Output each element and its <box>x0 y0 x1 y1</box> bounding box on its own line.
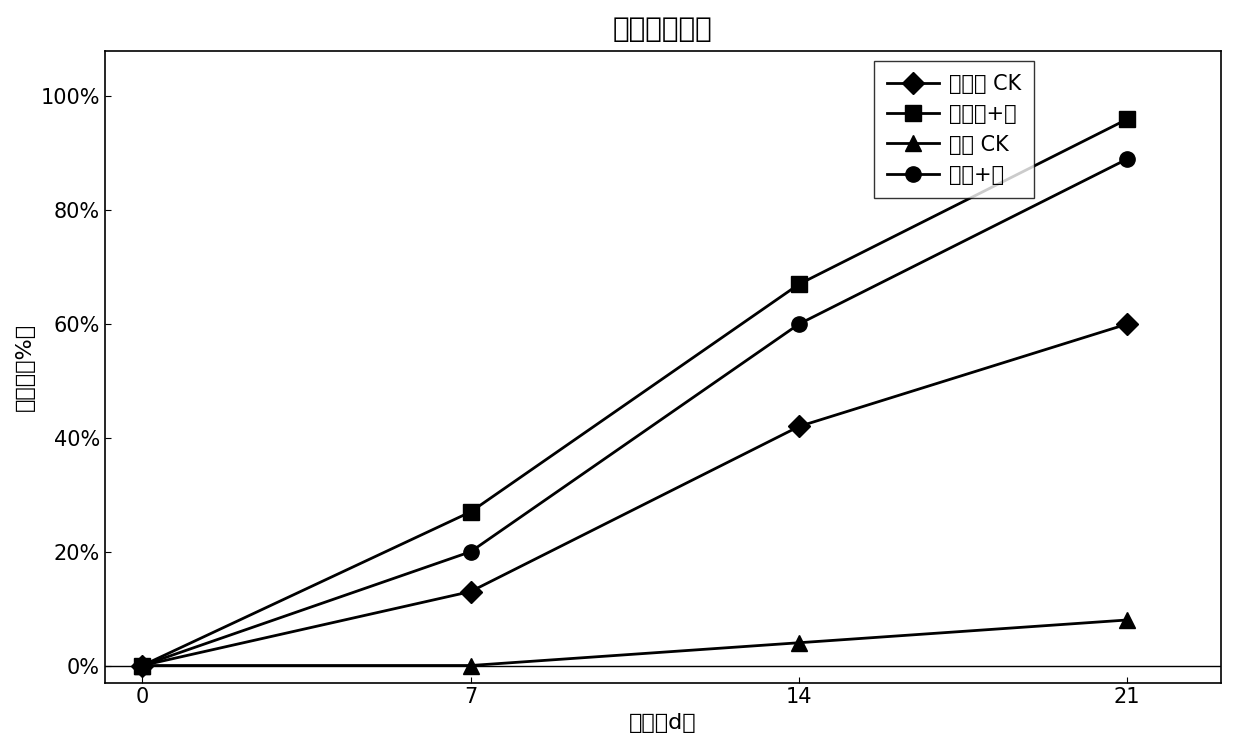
Line: 灭菌+菌: 灭菌+菌 <box>135 151 1135 673</box>
Line: 未灭菌 CK: 未灭菌 CK <box>135 316 1135 673</box>
未灭菌 CK <box>1120 319 1135 328</box>
灭菌 CK <box>135 661 150 670</box>
灭菌+菌 <box>464 548 478 557</box>
灭菌 CK <box>464 661 478 670</box>
Title: 土壤降解结果: 土壤降解结果 <box>613 15 713 43</box>
为灭菌+菌 <box>464 507 478 516</box>
未灭菌 CK <box>135 661 150 670</box>
为灭菌+菌 <box>791 280 806 289</box>
未灭菌 CK <box>791 422 806 431</box>
Line: 灭菌 CK: 灭菌 CK <box>135 613 1135 673</box>
X-axis label: 时间（d）: 时间（d） <box>629 713 697 733</box>
灭菌 CK <box>1120 616 1135 625</box>
Legend: 未灭菌 CK, 为灭菌+菌, 灭菌 CK, 灭菌+菌: 未灭菌 CK, 为灭菌+菌, 灭菌 CK, 灭菌+菌 <box>874 61 1035 197</box>
灭菌+菌 <box>1120 155 1135 164</box>
Y-axis label: 降解率（%）: 降解率（%） <box>15 322 35 411</box>
Line: 为灭菌+菌: 为灭菌+菌 <box>135 111 1135 673</box>
未灭菌 CK <box>464 587 478 596</box>
灭菌+菌 <box>791 319 806 328</box>
为灭菌+菌 <box>1120 114 1135 123</box>
灭菌 CK <box>791 638 806 647</box>
为灭菌+菌 <box>135 661 150 670</box>
灭菌+菌 <box>135 661 150 670</box>
